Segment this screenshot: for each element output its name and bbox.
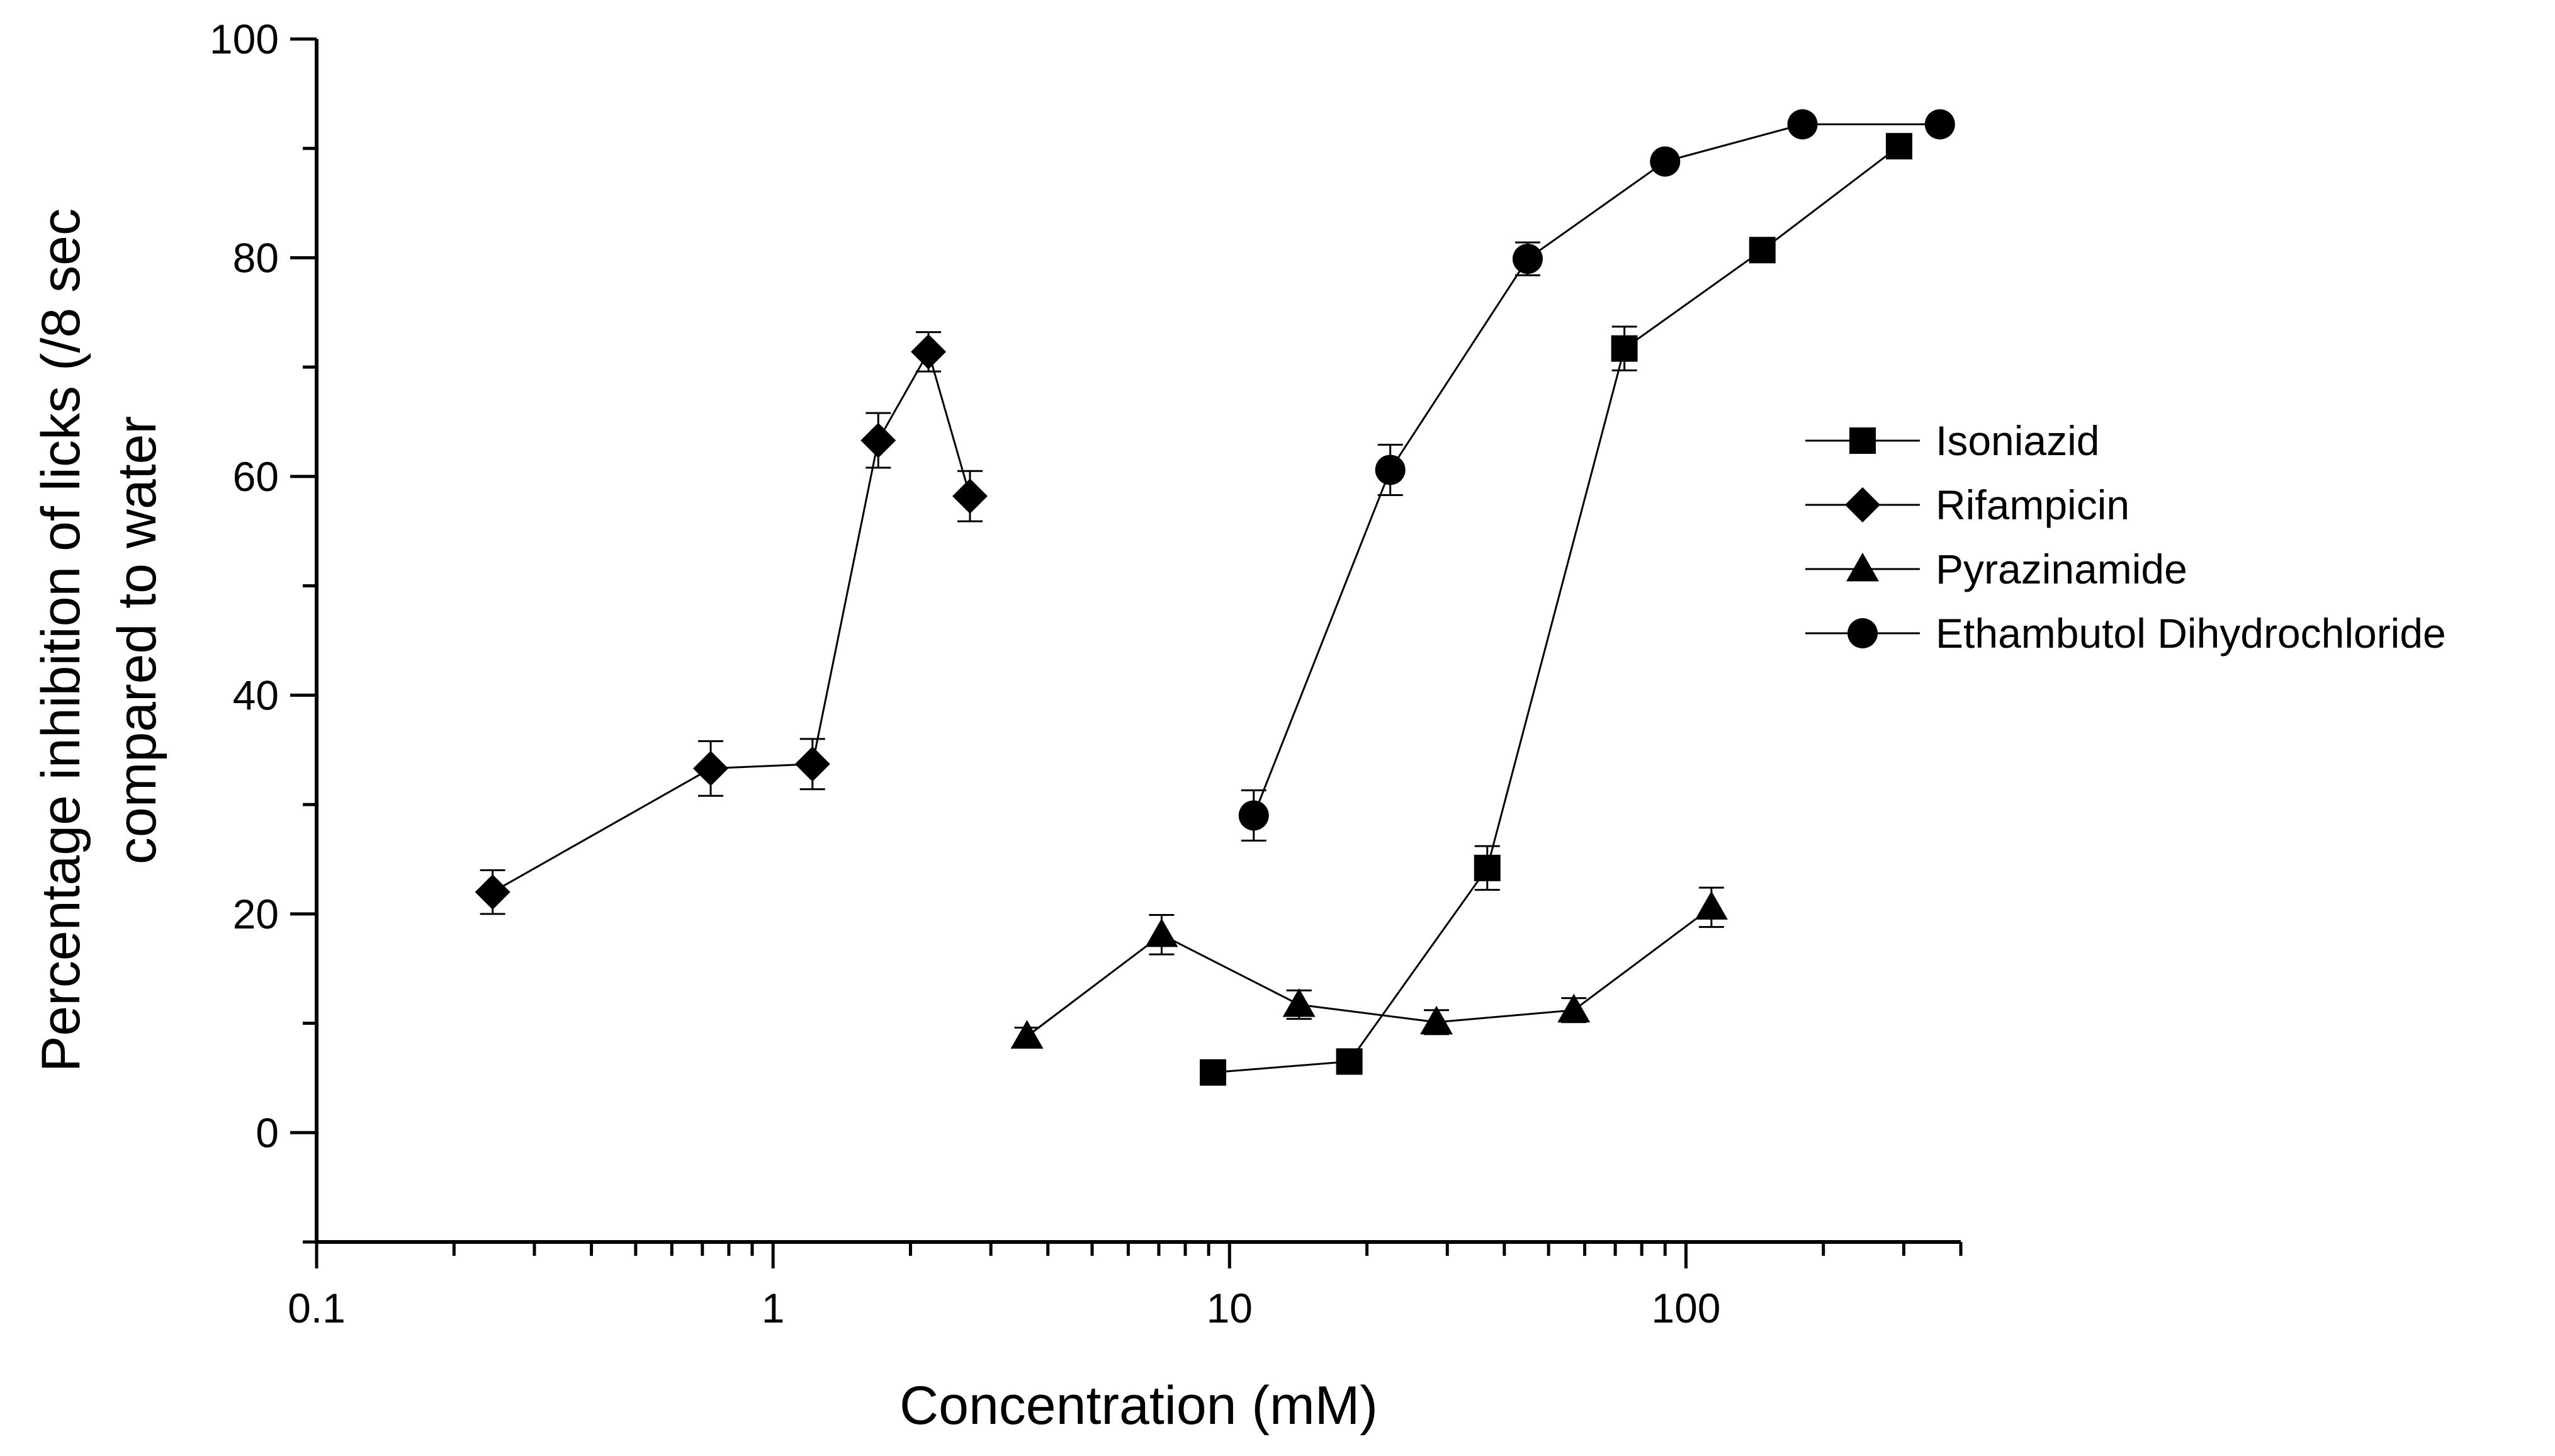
data-point xyxy=(1200,1059,1227,1086)
data-point xyxy=(1611,335,1638,362)
legend-marker xyxy=(1847,618,1878,648)
legend-label: Isoniazid xyxy=(1936,417,2100,464)
data-point xyxy=(1145,918,1178,947)
series-ethambutol-dihydrochloride xyxy=(1238,109,1955,842)
y-tick-label: 0 xyxy=(256,1109,279,1156)
legend-item: Isoniazid xyxy=(1805,417,2100,464)
data-point xyxy=(1787,109,1818,140)
y-tick-label: 100 xyxy=(210,16,279,62)
series-line xyxy=(1212,145,1900,1074)
legend-marker xyxy=(1845,487,1880,522)
data-point xyxy=(794,746,830,782)
series-line xyxy=(1026,906,1712,1037)
legend-marker xyxy=(1849,427,1876,454)
x-axis-title: Concentration (mM) xyxy=(900,1375,1378,1436)
data-point xyxy=(1375,454,1406,485)
y-tick-label: 40 xyxy=(233,672,279,718)
data-point xyxy=(1420,1005,1453,1035)
series-isoniazid xyxy=(1200,133,1912,1086)
series-line xyxy=(1253,123,1940,816)
legend-label: Rifampicin xyxy=(1936,482,2129,528)
x-tick-label: 1 xyxy=(762,1285,785,1331)
plot-area xyxy=(475,109,1955,1086)
data-point xyxy=(911,334,947,370)
y-tick-label: 80 xyxy=(233,234,279,281)
legend-item: Rifampicin xyxy=(1805,482,2129,528)
series-pyrazinamide xyxy=(1010,886,1728,1049)
series-rifampicin xyxy=(475,331,988,915)
series-line xyxy=(492,349,971,893)
legend-item: Ethambutol Dihydrochloride xyxy=(1805,610,2446,657)
x-tick-label: 10 xyxy=(1207,1285,1253,1331)
legend: Isoniazid Rifampicin Pyrazinamide Ethambuto… xyxy=(1805,417,2446,657)
data-point xyxy=(1695,891,1728,920)
data-point xyxy=(1512,244,1543,274)
y-tick-label: 60 xyxy=(233,453,279,500)
data-point xyxy=(860,422,896,458)
data-point xyxy=(1924,109,1955,140)
x-tick-label: 100 xyxy=(1651,1285,1720,1331)
y-axis-title-line1: Percentage inhibition of licks (/8 sec xyxy=(31,208,91,1072)
data-point xyxy=(1010,1020,1044,1049)
legend-item: Pyrazinamide xyxy=(1805,546,2187,592)
data-point xyxy=(1336,1048,1363,1075)
data-point xyxy=(1238,800,1269,831)
x-tick-label: 0.1 xyxy=(288,1285,346,1331)
data-point xyxy=(1557,993,1591,1023)
data-point xyxy=(1650,146,1681,177)
data-point xyxy=(952,478,988,514)
data-point xyxy=(1474,854,1501,881)
legend-marker xyxy=(1846,553,1879,582)
data-point xyxy=(1282,988,1316,1017)
legend-label: Ethambutol Dihydrochloride xyxy=(1936,610,2446,657)
axes: 0 20 40 60 80 100 0.1 1 10 100 Concentration (mM) P… xyxy=(31,16,1963,1436)
y-tick-label: 20 xyxy=(233,891,279,937)
data-point xyxy=(475,874,510,910)
data-point xyxy=(1885,133,1912,160)
legend-label: Pyrazinamide xyxy=(1936,546,2187,592)
data-point xyxy=(693,750,729,786)
y-axis-title: Percentage inhibition of licks (/8 sec co… xyxy=(31,208,167,1072)
y-axis-title-line2: compared to water xyxy=(107,416,167,864)
data-point xyxy=(1749,237,1776,264)
